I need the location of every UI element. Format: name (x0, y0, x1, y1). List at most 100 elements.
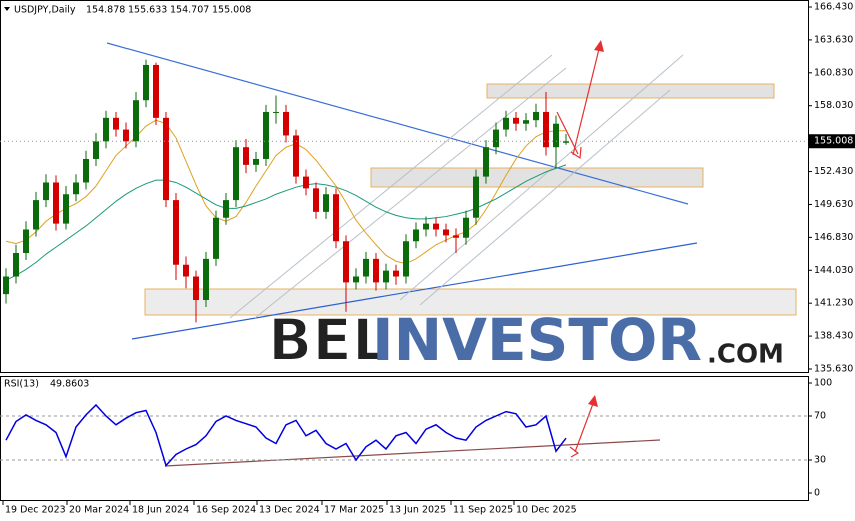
resistance-zone (486, 83, 775, 99)
candle-body (363, 258, 369, 277)
y-tick-label: 138.430 (814, 331, 853, 342)
y-tick-label: 158.030 (814, 100, 853, 111)
watermark-com: .COM (707, 340, 784, 370)
candle-body (173, 200, 179, 265)
rsi-line (5, 403, 567, 467)
candle-body (343, 241, 349, 283)
candle-body (553, 123, 559, 148)
y-tick-label: 70 (814, 411, 826, 422)
candle-body (503, 117, 509, 130)
header-icon (4, 7, 10, 11)
candle-body (73, 182, 79, 195)
candle-body (153, 64, 159, 118)
watermark: BEL INVESTOR .COM (267, 305, 784, 375)
arrow-head (588, 395, 598, 407)
candle-body (163, 117, 169, 201)
candle-body (523, 120, 529, 124)
y-tick-label: 166.430 (814, 2, 853, 13)
candle-body (323, 194, 329, 212)
watermark-investor: INVESTOR (372, 306, 702, 374)
candle-body (43, 182, 49, 201)
arrow (574, 400, 595, 453)
candle-body (83, 158, 89, 183)
y-tick-label: 146.830 (814, 232, 853, 243)
x-tick-label: 18 Jun 2024 (132, 505, 189, 516)
candle-body (183, 264, 189, 277)
trendline (106, 42, 689, 205)
candle-body (373, 258, 379, 283)
candle-body (543, 111, 549, 148)
y-tick-label: 149.630 (814, 199, 853, 210)
candle-body (333, 194, 339, 242)
trendline (131, 242, 698, 340)
x-tick-label: 13 Dec 2024 (259, 505, 320, 516)
watermark-bel: BEL (268, 306, 389, 374)
rsi-panel (0, 376, 809, 501)
x-tick-label: 20 Mar 2024 (69, 505, 129, 516)
rsi-title: RSI(13) (4, 379, 39, 390)
candle-body (293, 135, 299, 177)
trendlines (106, 40, 698, 467)
y-tick-label: 100 (814, 378, 832, 389)
candle-body (93, 141, 99, 159)
support-zone (144, 288, 797, 316)
candle-body (203, 258, 209, 301)
arrow (572, 44, 601, 156)
x-tick-label: 16 Sep 2024 (196, 505, 256, 516)
candle-body (533, 111, 539, 121)
moving-average (5, 164, 567, 281)
price-label-box (809, 134, 855, 149)
zones (144, 83, 797, 316)
candle-body (463, 217, 469, 238)
y-tick-label: 30 (814, 455, 826, 466)
arrow (556, 111, 579, 155)
candle-body (393, 270, 399, 277)
candle-body (133, 100, 139, 142)
candle-body (353, 276, 359, 283)
y-tick-label: 163.630 (814, 34, 853, 45)
ohlc-high: 155.633 (128, 5, 167, 16)
candle-body (193, 276, 199, 301)
ohlc-open: 154.878 (86, 5, 125, 16)
x-tick-label: 17 Mar 2025 (324, 505, 384, 516)
candle-body (383, 270, 389, 283)
candle-body (403, 241, 409, 277)
chart-title: USDJPY,Daily (14, 5, 76, 16)
y-tick-label: 0 (814, 488, 820, 499)
candle-body (63, 194, 69, 224)
candle-body (283, 111, 289, 136)
labels: USDJPY,Daily 154.878 155.633 154.707 155… (4, 5, 251, 390)
candle-body (443, 229, 449, 236)
candle-body (113, 117, 119, 130)
candle-body (453, 235, 459, 238)
candle-body (3, 276, 9, 295)
price-panel (0, 0, 809, 373)
y-tick-label: 135.630 (814, 364, 853, 375)
arrow-head (594, 40, 604, 52)
candle-body (243, 147, 249, 165)
candle-body (433, 223, 439, 230)
candle-body (413, 229, 419, 242)
moving-average (5, 119, 566, 265)
candle-body (143, 64, 149, 101)
y-tick-label: 160.830 (814, 67, 853, 78)
price-label: 155.008 (814, 136, 853, 147)
channel-line (229, 54, 553, 319)
candle-body (13, 252, 19, 277)
x-tick-label: 11 Sep 2025 (453, 505, 513, 516)
x-tick-label: 13 Jun 2025 (389, 505, 446, 516)
candle-body (233, 147, 239, 201)
channel-line (254, 67, 567, 319)
channel-line (419, 89, 671, 306)
rsi-value: 49.8603 (50, 379, 89, 390)
candle-body (563, 141, 569, 143)
candle-body (303, 176, 309, 189)
x-tick-label: 10 Dec 2025 (516, 505, 577, 516)
candle-body (473, 176, 479, 218)
ohlc-low: 154.707 (170, 5, 209, 16)
candle-body (313, 188, 319, 212)
candle-body (513, 117, 519, 124)
